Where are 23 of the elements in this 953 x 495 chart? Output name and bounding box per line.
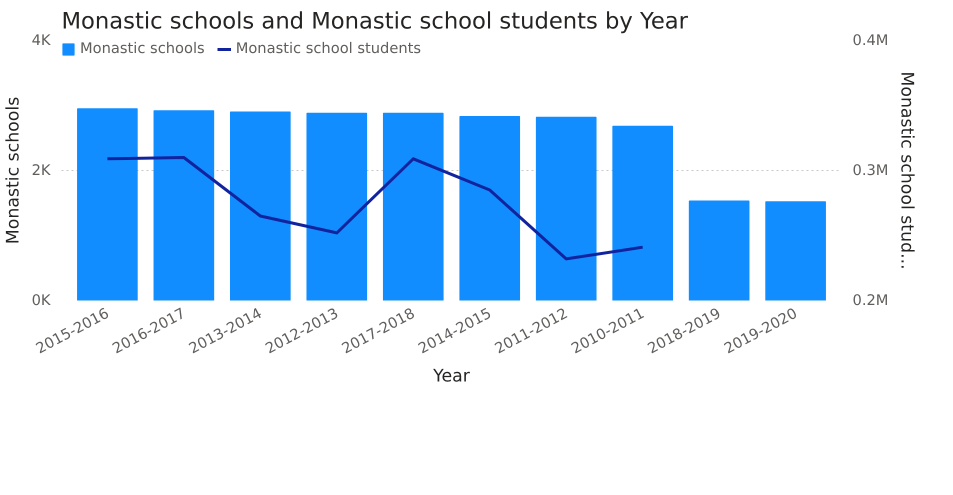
y2-axis-title: Monastic school stud... — [896, 71, 916, 270]
bar — [536, 116, 597, 300]
bar — [765, 201, 826, 300]
legend-label: Monastic schools — [80, 40, 205, 57]
bar — [77, 108, 138, 300]
bar — [459, 116, 520, 300]
bar — [382, 112, 444, 300]
y2-tick-label: 0.2M — [852, 292, 888, 309]
bar — [306, 112, 368, 300]
bar — [154, 110, 214, 300]
bar — [688, 200, 750, 300]
y2-tick-label: 0.3M — [852, 162, 888, 179]
y-axis-title: Monastic schools — [4, 96, 24, 244]
line-series — [106, 156, 644, 260]
y-tick-label: 2K — [32, 162, 51, 179]
y-tick-label: 0K — [32, 292, 51, 309]
y2-tick-label: 0.4M — [852, 32, 888, 49]
bar — [612, 126, 673, 300]
y-tick-label: 4K — [32, 32, 51, 49]
legend-label: Monastic school students — [236, 40, 422, 57]
chart-title: Monastic schools and Monastic school students by Year — [62, 8, 689, 34]
bar — [230, 112, 291, 300]
x-axis-title: Year — [432, 366, 471, 387]
